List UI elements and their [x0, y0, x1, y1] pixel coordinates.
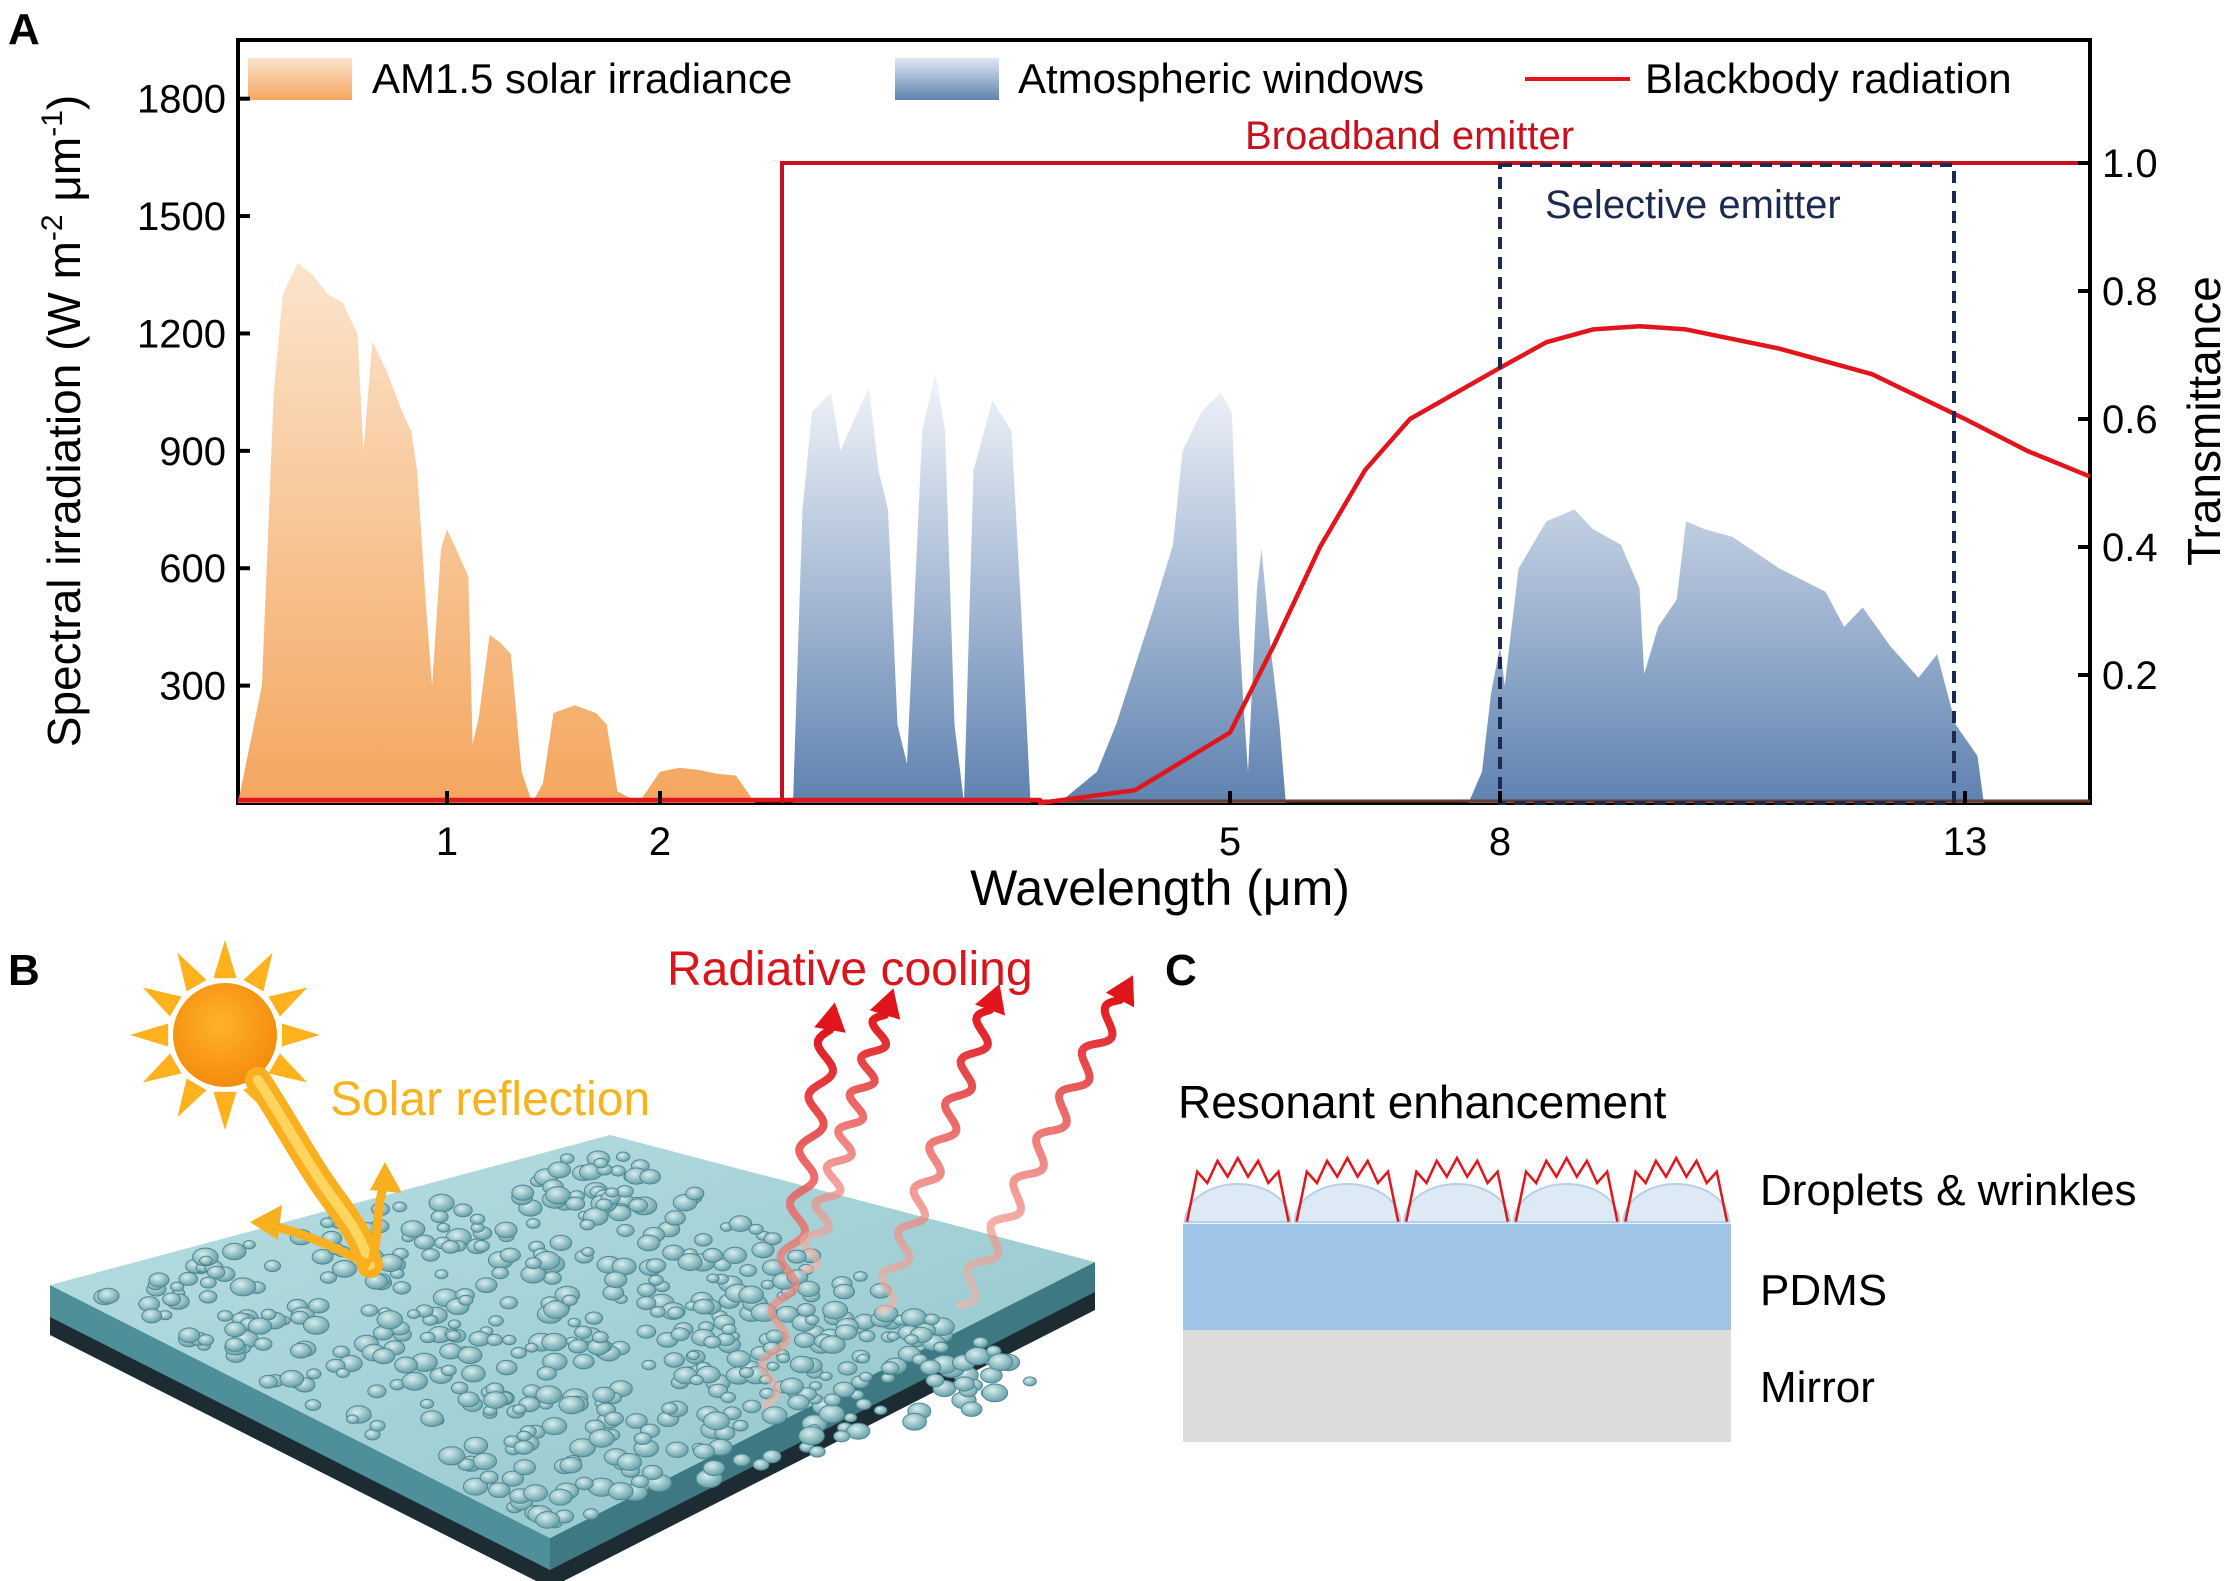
legend-label-blackbody: Blackbody radiation — [1645, 55, 2012, 102]
mirror-layer — [1183, 1330, 1731, 1442]
droplet-dome — [1183, 1182, 1292, 1223]
solar-reflection-label: Solar reflection — [330, 1073, 650, 1126]
panel-label-c: C — [1165, 946, 1197, 995]
zigzag-line — [1295, 1155, 1400, 1222]
droplets-layer — [1183, 1182, 1731, 1223]
legend-label-solar: AM1.5 solar irradiance — [372, 55, 792, 102]
broadband-emitter-label: Broadband emitter — [1245, 114, 1574, 158]
y-right-tick-label: 0.6 — [2102, 398, 2158, 442]
series-window-area — [793, 372, 1984, 803]
legend: AM1.5 solar irradiance Atmospheric windo… — [248, 55, 2012, 102]
pdms-layer — [1183, 1222, 1731, 1330]
x-tick-label: 13 — [1943, 820, 1988, 864]
legend-swatch-solar — [248, 58, 352, 100]
x-tick-label: 8 — [1489, 820, 1511, 864]
series-solar-area — [238, 263, 755, 803]
droplet-pattern — [93, 1150, 1037, 1529]
droplet-dome — [1512, 1182, 1621, 1223]
resonance-zigzag — [1185, 1155, 1729, 1222]
panel-label-b: B — [8, 946, 40, 995]
chart-axes: 1 2 5 8 13 300 600 900 1200 1500 1800 0.2 0.4 0.6 0.8 1… — [137, 78, 2158, 864]
y-axis-left-label: Spectral irradiation (W m-2 μm-1) — [36, 95, 90, 747]
x-tick-label: 5 — [1219, 820, 1241, 864]
y-right-tick-label: 0.4 — [2102, 526, 2158, 570]
panel-a-chart: A Broadband emitter Selective emitter AM… — [8, 5, 2230, 916]
solar-reflection-arrows — [245, 1067, 402, 1278]
zigzag-line — [1404, 1155, 1510, 1222]
panel-label-a: A — [8, 5, 40, 54]
layer-label-droplets: Droplets & wrinkles — [1760, 1166, 2137, 1215]
y-left-tick-label: 1800 — [137, 78, 226, 122]
layer-label-pdms: PDMS — [1760, 1266, 1887, 1315]
resonant-enhancement-label: Resonant enhancement — [1178, 1076, 1667, 1128]
broadband-emitter-line — [780, 161, 2090, 803]
sun-icon — [130, 940, 320, 1130]
legend-label-window: Atmospheric windows — [1018, 55, 1424, 102]
y-right-tick-label: 0.2 — [2102, 654, 2158, 698]
y-left-tick-label: 900 — [159, 430, 226, 474]
y-left-tick-label: 1200 — [137, 312, 226, 356]
x-tick-label: 2 — [649, 820, 671, 864]
selective-emitter-box — [1498, 163, 1956, 805]
panel-c-layer-diagram: C Resonant enhancement Droplets & wrinkl… — [1165, 946, 2137, 1442]
y-axis-right-label: Transmittance — [2178, 276, 2230, 566]
zigzag-line — [1624, 1155, 1729, 1222]
zigzag-line — [1514, 1155, 1619, 1222]
zigzag-line — [1185, 1155, 1290, 1222]
droplet-dome — [1403, 1182, 1511, 1223]
y-left-tick-label: 600 — [159, 547, 226, 591]
x-axis-label: Wavelength (μm) — [970, 860, 1350, 916]
chart-series-layer — [238, 263, 2091, 806]
y-right-tick-label: 1.0 — [2102, 142, 2158, 186]
y-left-tick-label: 300 — [159, 665, 226, 709]
layer-label-mirror: Mirror — [1760, 1363, 1875, 1412]
selective-emitter-label: Selective emitter — [1545, 183, 1841, 227]
y-left-tick-label: 1500 — [137, 195, 226, 239]
panel-b-illustration: B Solar reflection Radiative cooling — [8, 940, 1135, 1581]
radiative-cooling-label: Radiative cooling — [667, 943, 1033, 996]
droplet-dome — [1293, 1182, 1402, 1223]
legend-swatch-window — [895, 58, 999, 100]
droplet-dome — [1622, 1182, 1731, 1223]
y-right-tick-label: 0.8 — [2102, 270, 2158, 314]
x-tick-label: 1 — [436, 820, 458, 864]
radiative-cooling-arrows — [758, 975, 1135, 1409]
